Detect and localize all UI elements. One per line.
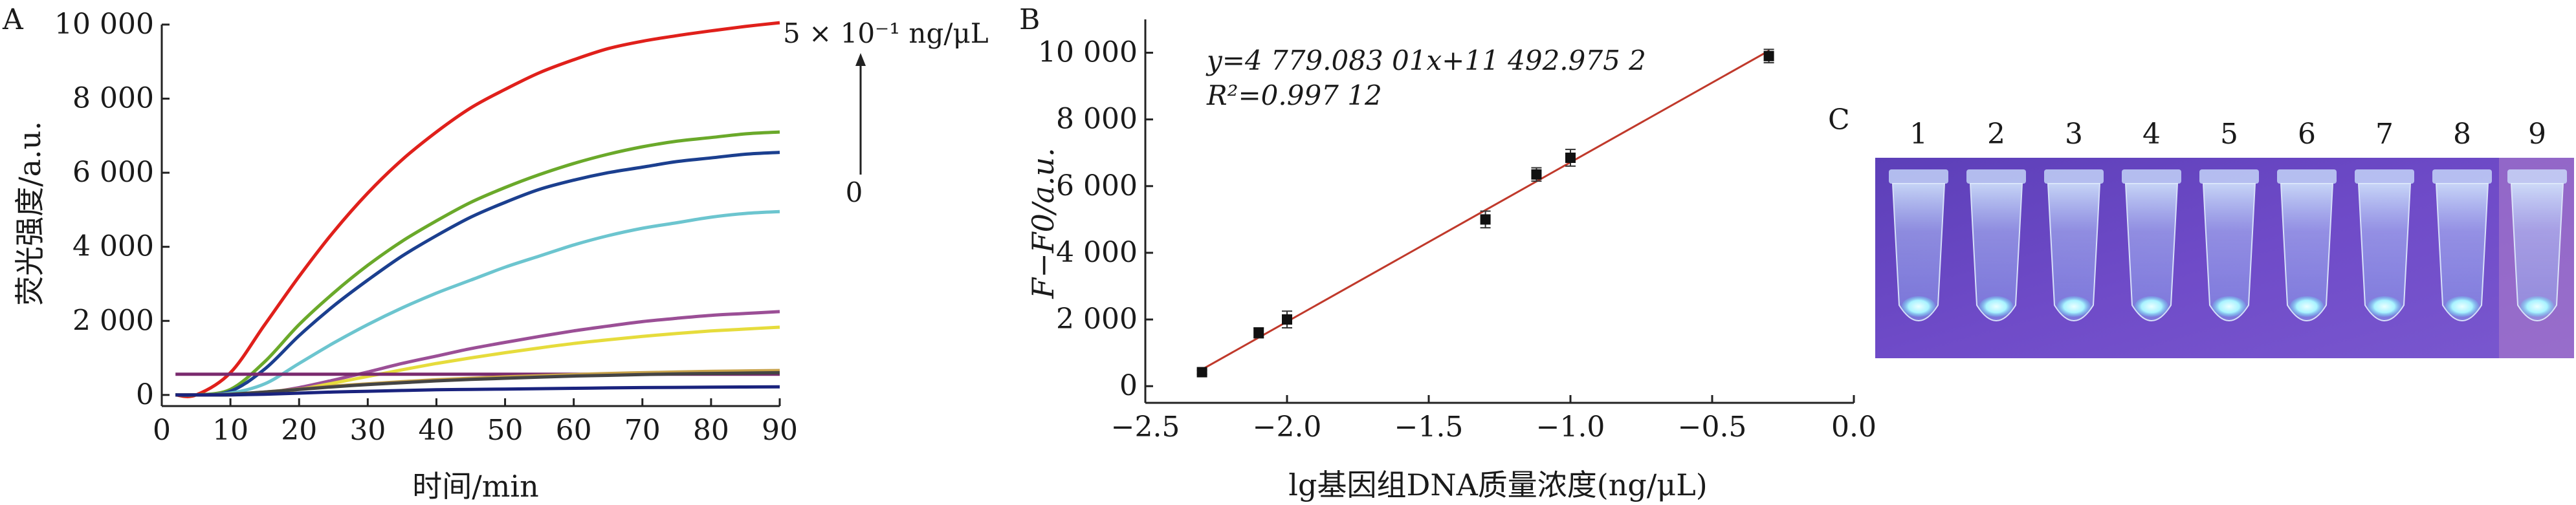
- panel-a-y-tick-label: 8 000: [72, 82, 154, 115]
- panel-a-x-tick-label: 0: [153, 414, 171, 447]
- panel-b-y-axis-label: F−F0/a.u.: [1026, 147, 1061, 299]
- gel-tube: [2124, 183, 2179, 321]
- panel-label-c: C: [1828, 103, 1850, 136]
- panel-a-x-tick-label: 30: [349, 414, 386, 447]
- panel-b-x-tick-label: −0.5: [1678, 411, 1747, 444]
- panel-c-gel: C 1 2 3 4 5 6 7 8 9: [1828, 103, 2574, 358]
- panel-b-data-point: [1565, 152, 1576, 163]
- panel-b-data-point: [1531, 169, 1542, 180]
- panel-a-annotation-top: 5 × 10⁻¹ ng/μL: [783, 17, 989, 49]
- gel-tube-rim: [2277, 169, 2337, 184]
- gel-fluorescence-spot: [2368, 296, 2401, 317]
- panel-a-series-line-10: [175, 385, 780, 397]
- panel-b-x-axis-label: lg基因组DNA质量浓度(ng/μL): [1288, 467, 1707, 502]
- panel-b-x-tick-label: −1.0: [1536, 411, 1605, 444]
- panel-b-y-tick-label: 6 000: [1056, 169, 1138, 202]
- panel-b-equation: y=4 779.083 01x+11 492.975 2: [1205, 45, 1646, 76]
- gel-lane-label: 6: [2298, 118, 2316, 151]
- panel-a-chart: A 0 10 20 30 40 50 60 70 80 90 0 2 000 4 000 6 000 8 0…: [2, 3, 989, 504]
- gel-tube-rim: [2122, 169, 2181, 184]
- gel-tube: [2202, 183, 2256, 321]
- gel-lane-label: 3: [2065, 118, 2083, 151]
- gel-tube-rim: [2199, 169, 2259, 184]
- gel-tube: [2510, 183, 2564, 321]
- panel-a-series-line-2: [175, 130, 780, 397]
- panel-b-y-tick-label: 2 000: [1056, 303, 1138, 336]
- gel-fluorescence-spot: [2212, 296, 2246, 317]
- gel-tube-rim: [1889, 169, 1948, 184]
- panel-b-y-tick-label: 10 000: [1038, 36, 1138, 69]
- panel-a-y-tick-label: 6 000: [72, 156, 154, 189]
- panel-a-y-tick-label: 2 000: [72, 304, 154, 337]
- panel-b-x-tick-label: −1.5: [1394, 411, 1464, 444]
- gel-fluorescence-spot: [1979, 296, 2013, 317]
- gel-tube: [2047, 183, 2101, 321]
- gel-tube: [2280, 183, 2334, 321]
- panel-b-y-tick-label: 0: [1119, 369, 1138, 402]
- panel-label-a: A: [2, 3, 24, 36]
- gel-lane-labels: 1 2 3 4 5 6 7 8 9: [1910, 118, 2546, 151]
- panel-b-data-point: [1196, 367, 1207, 378]
- panel-b-data-point: [1480, 214, 1491, 225]
- panel-a-x-tick-label: 40: [418, 414, 454, 447]
- gel-tube-rim: [2355, 169, 2414, 184]
- panel-a-y-axis-label: 荧光强度/a.u.: [12, 121, 47, 306]
- panel-a-series-line-9: [175, 371, 780, 397]
- panel-a-x-tick-label: 50: [487, 414, 523, 447]
- gel-tubes: [1889, 169, 2567, 321]
- gel-lane-label: 8: [2453, 118, 2471, 151]
- panel-a-series-line-4: [175, 210, 780, 397]
- panel-label-b: B: [1019, 3, 1040, 36]
- gel-fluorescence-spot: [2135, 296, 2168, 317]
- panel-a-series-line-1: [175, 21, 780, 398]
- panel-a-y-tick-label: 4 000: [72, 230, 154, 263]
- panel-b-y-tick-label: 8 000: [1056, 103, 1138, 136]
- gel-lane-label: 5: [2220, 118, 2238, 151]
- gel-fluorescence-spot: [2290, 296, 2324, 317]
- panel-b-data-point: [1763, 50, 1774, 61]
- panel-b-y-tick-label: 4 000: [1056, 236, 1138, 269]
- gel-tube: [2357, 183, 2412, 321]
- panel-a-x-tick-label: 10: [212, 414, 248, 447]
- gel-fluorescence-spot: [2057, 296, 2091, 317]
- panel-a-y-tick-label: 10 000: [54, 8, 154, 41]
- panel-a-y-tick-label: 0: [136, 378, 154, 411]
- gel-tube: [1969, 183, 2023, 321]
- gel-tube: [1891, 183, 1946, 321]
- gel-lane-label: 4: [2142, 118, 2161, 151]
- gel-tube-rim: [2044, 169, 2104, 184]
- gel-fluorescence-spot: [2445, 296, 2479, 317]
- panel-a-x-tick-label: 20: [281, 414, 317, 447]
- panel-b-x-tick-label: −2.5: [1111, 411, 1180, 444]
- gel-tube-rim: [2507, 169, 2567, 184]
- gel-lane-label: 7: [2375, 118, 2394, 151]
- gel-lane-label: 2: [1987, 118, 2005, 151]
- panel-a-axes: 0 10 20 30 40 50 60 70 80 90 0 2 000 4 000 6 000 8 000…: [54, 8, 798, 447]
- panel-a-x-tick-label: 90: [762, 414, 798, 447]
- panel-a-series-line-3: [175, 151, 780, 397]
- panel-b-chart: B −2.5 −2.0 −1.5 −1.0 −0.5 0.0 0 2 000 4 000 6 00…: [1019, 3, 1877, 502]
- panel-b-data-point: [1282, 314, 1292, 325]
- panel-b-x-tick-label: −2.0: [1253, 411, 1322, 444]
- panel-a-x-tick-label: 70: [624, 414, 661, 447]
- gel-fluorescence-spot: [2520, 296, 2554, 317]
- panel-b-data-point: [1253, 327, 1264, 338]
- gel-tube-rim: [1966, 169, 2026, 184]
- panel-a-x-tick-label: 60: [556, 414, 592, 447]
- gel-fluorescence-spot: [1902, 296, 1935, 317]
- panel-b-axes: −2.5 −2.0 −1.5 −1.0 −0.5 0.0 0 2 000 4 000 6 000 8…: [1038, 19, 1877, 444]
- panel-b-x-tick-label: 0.0: [1831, 411, 1877, 444]
- panel-a-series: [175, 21, 780, 398]
- panel-b-r-squared: R²=0.997 12: [1206, 80, 1382, 111]
- gel-tube-rim: [2432, 169, 2492, 184]
- gel-tube: [2435, 183, 2489, 321]
- panel-a-arrow-head: [855, 53, 866, 66]
- gel-lane-label: 1: [1910, 118, 1928, 151]
- panel-a-x-axis-label: 时间/min: [412, 469, 538, 504]
- gel-lane-label: 9: [2528, 118, 2546, 151]
- panel-b-plot: [1196, 48, 1774, 378]
- panel-a-annotation-bottom: 0: [846, 177, 863, 208]
- panel-a-x-tick-label: 80: [693, 414, 729, 447]
